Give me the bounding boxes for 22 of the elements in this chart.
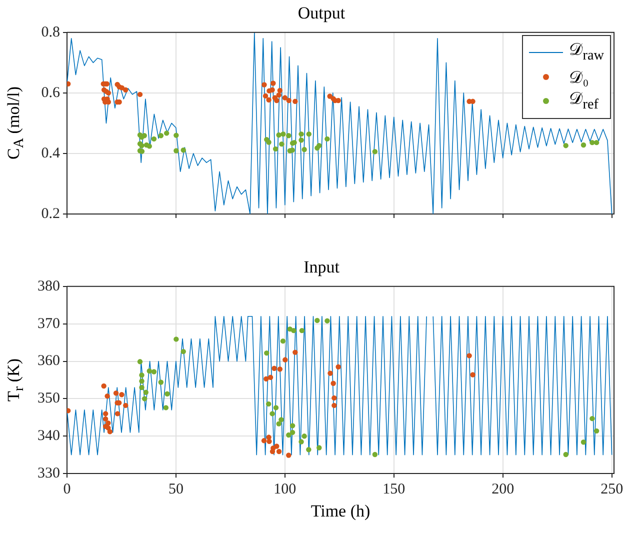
x-tick-label: 100 [274,482,296,498]
x-axis-title: Time (h) [310,501,370,520]
y-tick-label: 330 [38,466,60,482]
chart-title: Output [298,4,346,23]
y-tick-label: 350 [38,390,60,407]
y-tick-label: 0.8 [41,24,60,40]
y-tick-label: 380 [38,278,60,294]
y-tick-label: 360 [38,353,60,370]
y-tick-label: 0.6 [41,84,60,101]
legend-label: 𝒟$_{raw}$ [568,39,604,66]
x-tick-label: 250 [600,482,624,498]
x-tick-label: 0 [63,482,71,498]
x-tick-label: 50 [168,482,184,498]
chart-title: Input [304,258,340,277]
x-tick-label: 200 [492,482,514,498]
x-tick-label: 150 [382,482,406,498]
y-tick-label: 370 [38,316,60,332]
legend-label: 𝒟$_{ref}$ [568,88,598,114]
legend-label: 𝒟₀ [568,66,589,88]
y-tick-label: 340 [38,428,60,444]
y-tick-label: 0.2 [41,206,60,222]
y-tick-label: 0.4 [41,145,60,162]
